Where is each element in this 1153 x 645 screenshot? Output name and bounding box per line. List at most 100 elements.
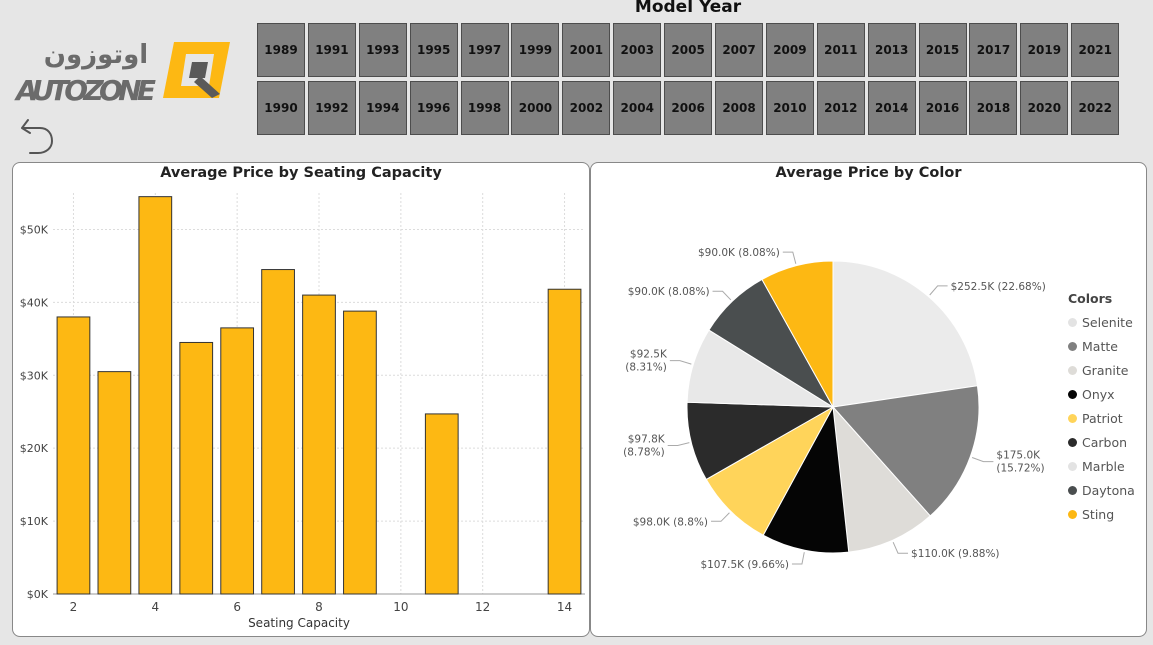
x-axis-title: Seating Capacity [248,616,350,630]
year-button-1990[interactable]: 1990 [257,81,305,135]
legend-color-dot [1068,413,1077,423]
year-button-2006[interactable]: 2006 [664,81,713,135]
legend-label: Onyx [1082,386,1115,402]
legend-label: Matte [1082,338,1118,354]
bar-5[interactable] [179,341,214,595]
legend-label: Daytona [1082,482,1135,498]
year-button-1997[interactable]: 1997 [460,23,509,77]
legend-item-daytona[interactable]: Daytona [1068,478,1135,502]
pie-chart-panel: Average Price by Color $252.5K (22.68%) $… [590,162,1147,637]
x-tick-label: 4 [151,600,159,614]
legend-item-onyx[interactable]: Onyx [1068,382,1135,406]
year-button-2003[interactable]: 2003 [613,23,662,77]
pie-slice-matte[interactable] [832,385,980,517]
year-button-1996[interactable]: 1996 [409,81,458,135]
year-button-2000[interactable]: 2000 [511,81,560,135]
bar-14[interactable] [547,288,582,595]
y-tick-label: $40K [20,296,49,309]
year-button-2022[interactable]: 2022 [1071,81,1120,135]
pie-leader-line [971,457,994,463]
year-button-1991[interactable]: 1991 [307,23,356,77]
year-button-2020[interactable]: 2020 [1020,81,1069,135]
legend-label: Granite [1082,362,1129,378]
year-button-2014[interactable]: 2014 [867,81,916,135]
year-button-2001[interactable]: 2001 [562,23,611,77]
year-button-1992[interactable]: 1992 [307,81,356,135]
legend-color-dot [1068,509,1077,519]
legend-item-marble[interactable]: Marble [1068,454,1135,478]
legend-color-dot [1068,341,1077,351]
pie-slice-patriot[interactable] [705,405,835,536]
legend-item-sting[interactable]: Sting [1068,502,1135,526]
bar-11[interactable] [424,413,459,595]
year-button-2011[interactable]: 2011 [816,23,865,77]
x-tick-label: 2 [70,600,78,614]
pie-data-label: $90.0K (8.08%) [698,247,780,259]
bar-4[interactable] [138,196,173,595]
year-button-1999[interactable]: 1999 [511,23,560,77]
pie-data-label: $110.0K (9.88%) [911,548,1000,560]
year-button-2008[interactable]: 2008 [715,81,764,135]
pie-leader-line [667,442,690,447]
year-button-1995[interactable]: 1995 [409,23,458,77]
legend-item-carbon[interactable]: Carbon [1068,430,1135,454]
pie-slice-selenite[interactable] [832,260,979,408]
year-button-1993[interactable]: 1993 [358,23,407,77]
year-button-2015[interactable]: 2015 [918,23,967,77]
pie-slice-carbon[interactable] [686,401,835,481]
autozone-logo: اوتوزون AUTOZONE [14,36,234,108]
y-tick-label: $10K [20,515,49,528]
bar-2[interactable] [56,316,91,595]
bar-chart: $0K $10K $20K $30K $40K $50K 2 4 6 8 10 12 14 Seating… [20,193,585,630]
back-button[interactable] [16,116,56,156]
year-button-2009[interactable]: 2009 [765,23,814,77]
legend-label: Carbon [1082,434,1128,450]
x-tick-label: 10 [393,600,408,614]
year-button-2010[interactable]: 2010 [765,81,814,135]
bar-3[interactable] [97,371,132,595]
legend-color-dot [1068,485,1077,495]
pie-data-label: $92.5K (8.31%) [625,349,668,374]
pie-slice-granite[interactable] [832,405,931,553]
year-button-2007[interactable]: 2007 [715,23,764,77]
legend-item-selenite[interactable]: Selenite [1068,310,1135,334]
year-button-2002[interactable]: 2002 [562,81,611,135]
legend-color-dot [1068,461,1077,471]
bar-chart-panel: Average Price by Seating Capacity $0K $10… [12,162,590,637]
y-tick-label: $0K [27,588,49,601]
x-tick-label: 12 [475,600,490,614]
legend-item-matte[interactable]: Matte [1068,334,1135,358]
pie-leader-line [711,512,730,522]
year-button-2005[interactable]: 2005 [664,23,713,77]
pie-leader-line [782,251,797,264]
year-button-2017[interactable]: 2017 [969,23,1018,77]
year-button-2021[interactable]: 2021 [1071,23,1120,77]
year-button-2018[interactable]: 2018 [969,81,1018,135]
pie-leader-line [712,290,732,301]
year-button-1998[interactable]: 1998 [460,81,509,135]
year-button-2004[interactable]: 2004 [613,81,662,135]
year-button-2019[interactable]: 2019 [1020,23,1069,77]
y-tick-label: $30K [20,369,49,382]
year-button-2012[interactable]: 2012 [816,81,865,135]
year-button-2013[interactable]: 2013 [867,23,916,77]
legend-color-dot [1068,317,1077,327]
year-button-1989[interactable]: 1989 [257,23,305,77]
legend-item-patriot[interactable]: Patriot [1068,406,1135,430]
bar-6[interactable] [220,327,255,595]
pie-leader-line [669,360,692,365]
legend-label: Sting [1082,506,1115,522]
legend-item-granite[interactable]: Granite [1068,358,1135,382]
year-button-1994[interactable]: 1994 [358,81,407,135]
year-button-2016[interactable]: 2016 [918,81,967,135]
pie-slice-sting[interactable] [761,260,834,409]
pie-leader-line [791,552,805,565]
bar-8[interactable] [302,294,336,595]
model-year-slicer-title: Model Year [634,0,742,17]
pie-leader-line [929,285,948,296]
bar-7[interactable] [261,269,295,595]
bar-9[interactable] [343,310,377,595]
pie-chart-title: Average Price by Color [775,165,962,181]
pie-slice-onyx[interactable] [762,405,850,554]
pie-data-label: $252.5K (22.68%) [951,281,1046,293]
